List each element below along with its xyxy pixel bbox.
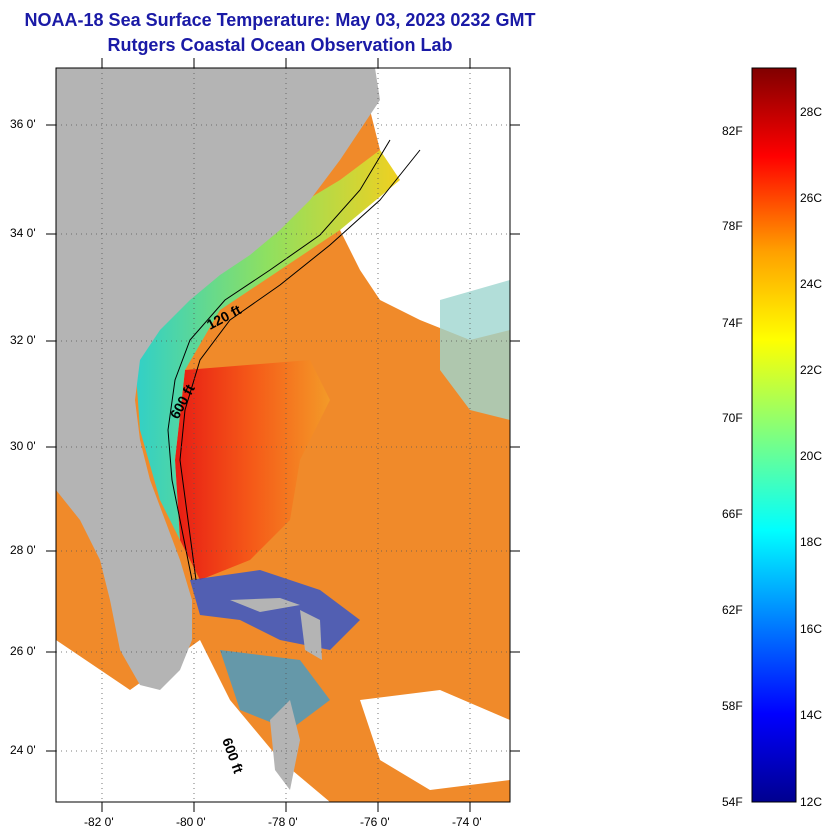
grid-lines <box>56 68 510 802</box>
contour-120ft <box>167 139 391 581</box>
colorbar-label-58f: 58F <box>722 699 743 713</box>
colorbar-label-20c: 20C <box>800 449 823 463</box>
frame-ticks <box>46 58 520 812</box>
colorbar-label-14c: 14C <box>800 708 823 722</box>
cloud-mask-north <box>340 68 510 340</box>
map-subtitle: Rutgers Coastal Ocean Observation Lab <box>107 35 453 55</box>
lat-label-28: 28 0' <box>10 543 36 557</box>
colorbar-label-12c: 12C <box>800 795 823 809</box>
contour-600ft <box>179 149 421 581</box>
lat-label-34: 34 0' <box>10 226 36 240</box>
lon-label-78: -78 0' <box>268 815 298 829</box>
lat-label-32: 32 0' <box>10 333 36 347</box>
lon-label-76: -76 0' <box>360 815 390 829</box>
colorbar-label-70f: 70F <box>722 411 743 425</box>
colorbar-label-82f: 82F <box>722 124 743 138</box>
lat-label-36: 36 0' <box>10 117 36 131</box>
colorbar-label-26c: 26C <box>800 191 823 205</box>
colorbar-label-54f: 54F <box>722 795 743 809</box>
cool-patches-south-2 <box>220 650 330 730</box>
colorbar-label-16c: 16C <box>800 622 823 636</box>
colorbar-label-62f: 62F <box>722 603 743 617</box>
island-abaco <box>300 610 322 660</box>
colorbar-label-28c: 28C <box>800 105 823 119</box>
colorbar-label-22c: 22C <box>800 363 823 377</box>
cloud-mask-south <box>56 640 330 802</box>
cloud-patch-east <box>440 280 510 420</box>
lat-label-30: 30 0' <box>10 439 36 453</box>
colorbar <box>751 67 797 803</box>
cloud-mask-southeast <box>360 690 510 790</box>
lat-label-24: 24 0' <box>10 743 36 757</box>
colorbar-label-78f: 78F <box>722 219 743 233</box>
colorbar-label-18c: 18C <box>800 535 823 549</box>
gulf-stream <box>175 360 330 580</box>
land-mass <box>56 68 380 690</box>
map-title: NOAA-18 Sea Surface Temperature: May 03,… <box>24 10 536 30</box>
colorbar-label-74f: 74F <box>722 316 743 330</box>
island-andros <box>270 700 300 790</box>
colorbar-label-66f: 66F <box>722 507 743 521</box>
island-grand-bahama <box>230 598 300 612</box>
lat-label-26: 26 0' <box>10 644 36 658</box>
lon-label-82: -82 0' <box>84 815 114 829</box>
lon-label-74: -74 0' <box>452 815 482 829</box>
colorbar-label-24c: 24C <box>800 277 823 291</box>
map-frame <box>55 67 511 803</box>
lon-label-80: -80 0' <box>176 815 206 829</box>
